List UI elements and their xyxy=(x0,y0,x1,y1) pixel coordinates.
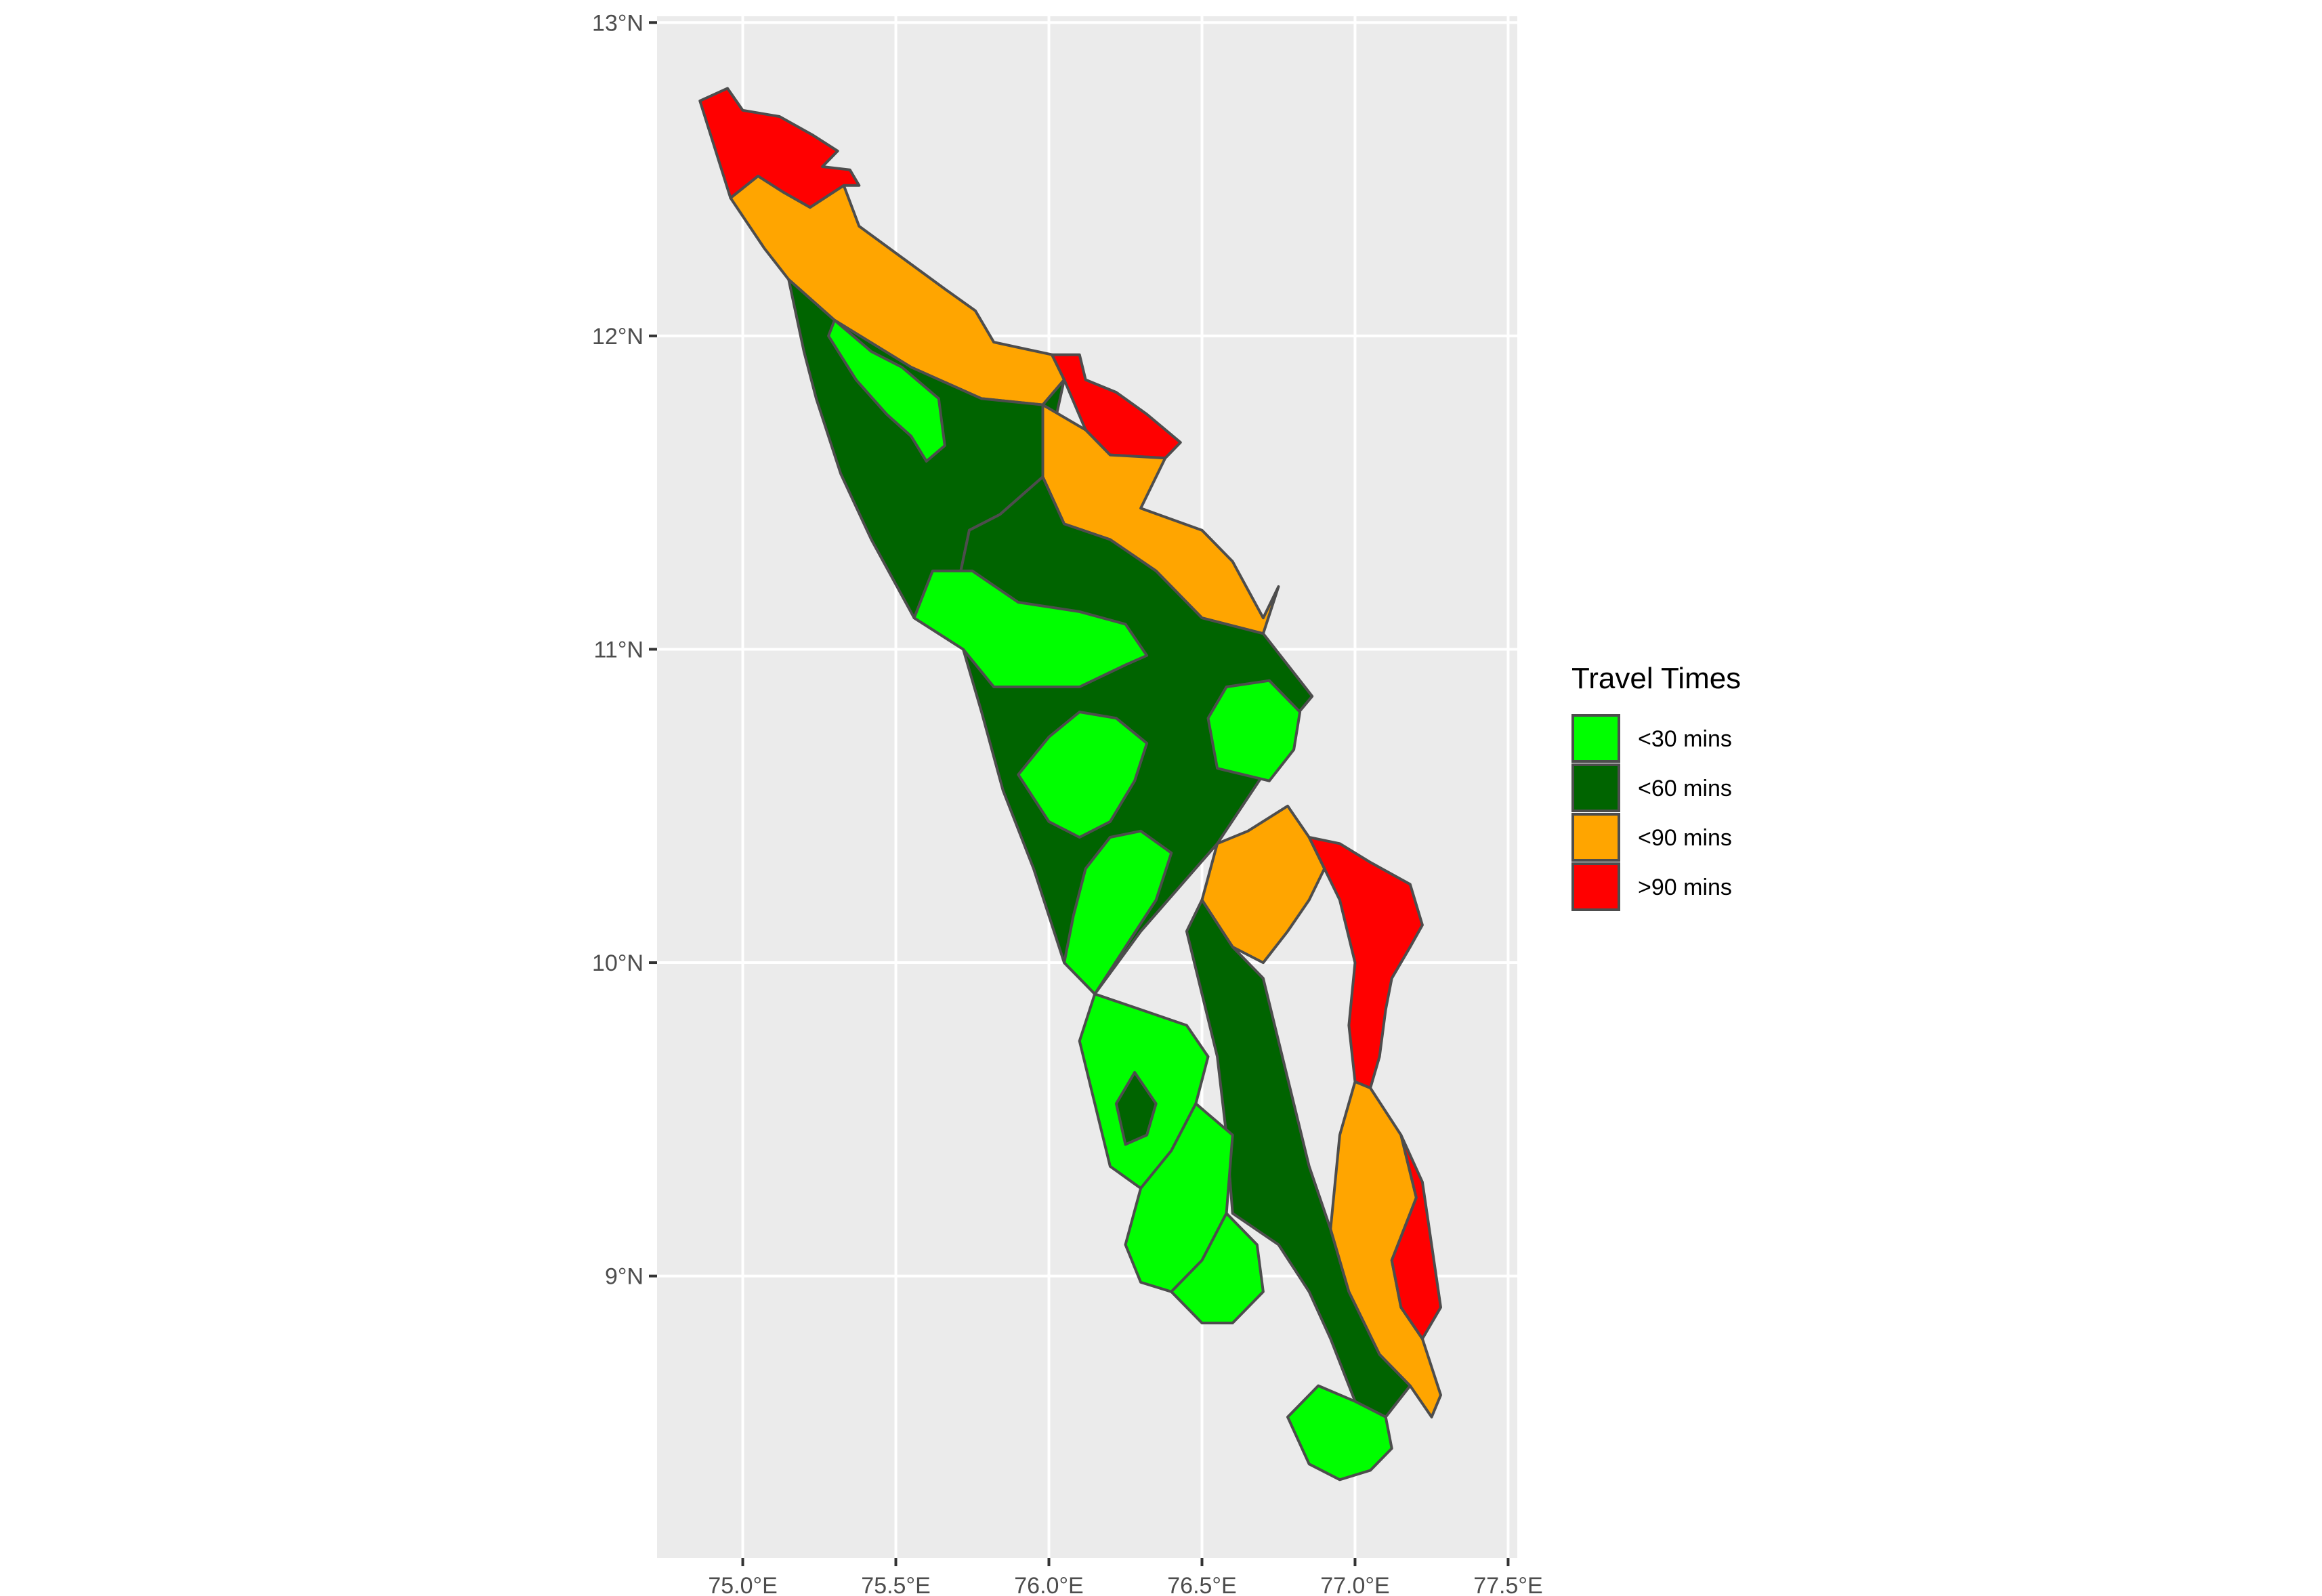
district-region-4 xyxy=(827,318,946,463)
legend-label-1: <60 mins xyxy=(1638,776,1732,801)
legend-label-3: >90 mins xyxy=(1638,875,1732,900)
legend-key-1 xyxy=(1571,763,1620,812)
x-tick-label: 75.0°E xyxy=(708,1573,777,1596)
district-region-7 xyxy=(912,569,1149,688)
legend-items: <30 mins <60 mins <90 mins >90 mins xyxy=(1571,714,1732,911)
x-tick-label: 76.0°E xyxy=(1014,1573,1083,1596)
y-tick-label: 10°N xyxy=(592,950,643,976)
district-region-9 xyxy=(1206,679,1302,782)
map-regions xyxy=(698,87,1442,1482)
district-region-20 xyxy=(1114,1071,1158,1146)
x-axis: 75.0°E 75.5°E 76.0°E 76.5°E 77.0°E 77.5°E xyxy=(708,1558,1543,1596)
y-axis: 9°N 10°N 11°N 12°N 13°N xyxy=(592,10,657,1290)
legend-key-0 xyxy=(1571,714,1620,763)
district-region-11 xyxy=(1307,836,1424,1090)
district-region-8 xyxy=(1017,711,1149,839)
district-region-18 xyxy=(1170,1212,1265,1324)
x-tick-label: 77.5°E xyxy=(1473,1573,1542,1596)
legend-key-2 xyxy=(1571,813,1620,862)
district-region-19 xyxy=(1286,1384,1393,1482)
y-tick-label: 13°N xyxy=(592,10,643,36)
legend: Travel Times <30 mins <60 mins <90 mins >90… xyxy=(1571,662,1741,911)
district-region-14 xyxy=(1185,898,1412,1419)
x-tick-label: 76.5°E xyxy=(1167,1573,1236,1596)
y-tick-label: 9°N xyxy=(605,1264,643,1290)
district-region-16 xyxy=(1390,1133,1442,1341)
district-region-2 xyxy=(1051,353,1182,460)
y-tick-label: 11°N xyxy=(594,637,643,663)
legend-title: Travel Times xyxy=(1571,662,1741,695)
legend-label-2: <90 mins xyxy=(1638,825,1732,851)
district-region-12 xyxy=(1063,829,1173,996)
x-tick-label: 77.0°E xyxy=(1320,1573,1389,1596)
legend-label-0: <30 mins xyxy=(1638,726,1732,752)
y-tick-label: 12°N xyxy=(592,324,643,350)
x-tick-label: 75.5°E xyxy=(861,1573,930,1596)
legend-key-3 xyxy=(1571,862,1620,911)
